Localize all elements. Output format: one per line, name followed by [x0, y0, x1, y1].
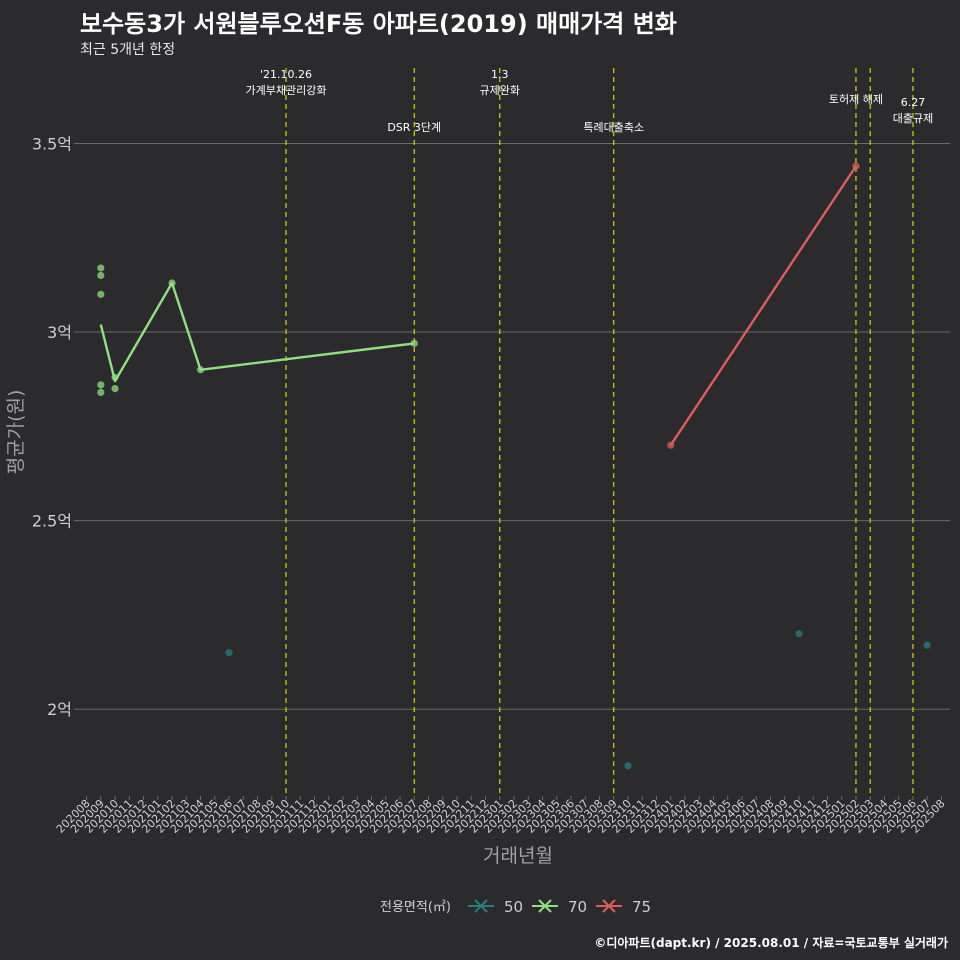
event-label: 1.3: [491, 68, 509, 81]
series-line-75: [669, 165, 857, 446]
event-label: 6.27: [901, 96, 926, 109]
data-point-70: [97, 271, 105, 280]
data-point-50: [923, 641, 931, 649]
data-point-70: [410, 339, 418, 347]
legend-label-50: 50: [504, 898, 523, 916]
data-point-70: [168, 279, 176, 287]
y-axis-title: 평균가(원): [5, 390, 27, 475]
chart-subtitle: 최근 5개년 한정: [80, 42, 176, 58]
data-point-70: [97, 290, 105, 298]
data-point-50: [225, 649, 233, 657]
y-tick-label: 3.5억: [32, 134, 72, 153]
event-label: DSR 3단계: [387, 121, 441, 134]
y-tick-label: 3억: [47, 323, 72, 342]
data-point-70: [196, 366, 205, 374]
event-label: 토허제 해제: [829, 92, 883, 106]
data-point-70: [97, 381, 105, 389]
data-point-75: [667, 441, 675, 449]
event-label: 대출규제: [893, 112, 933, 125]
y-tick-label: 2억: [47, 700, 72, 719]
legend-key-cross: [602, 899, 616, 913]
data-point-50: [795, 630, 803, 638]
event-label: '21.10.26: [260, 68, 312, 81]
data-point-70: [97, 264, 105, 272]
legend-title: 전용면적(㎡): [380, 900, 451, 915]
event-label: 규제완화: [480, 84, 520, 97]
x-axis-title: 거래년월: [483, 845, 553, 867]
data-point-70: [111, 373, 119, 381]
legend-key-cross: [538, 899, 552, 913]
source-caption: ©디아파트(dapt.kr) / 2025.08.01 / 자료=국토교통부 실…: [594, 936, 948, 950]
event-label: 가계부채관리강화: [246, 84, 327, 97]
event-label: 특례대출축소: [583, 121, 644, 134]
legend-label-70: 70: [568, 898, 587, 916]
y-tick-label: 2.5억: [32, 512, 72, 531]
legend-key-cross: [474, 899, 488, 913]
data-point-70: [97, 388, 105, 396]
data-point-70: [111, 385, 119, 393]
data-point-75: [852, 162, 860, 170]
legend-label-75: 75: [632, 898, 651, 916]
chart-title: 보수동3가 서원블루오션F동 아파트(2019) 매매가격 변화: [80, 10, 677, 38]
data-point-50: [624, 762, 632, 770]
